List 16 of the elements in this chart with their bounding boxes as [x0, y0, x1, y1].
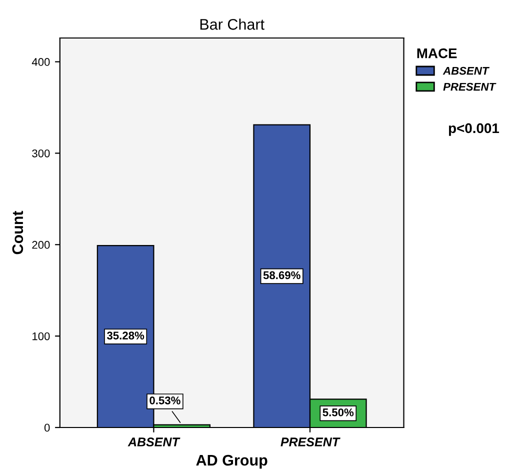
y-tick-label: 100 — [32, 332, 50, 340]
y-tick-label: 0 — [44, 424, 50, 432]
y-tick-label: 400 — [32, 58, 50, 66]
text: p<0.001 — [448, 123, 500, 136]
annotation: 5.50% — [322, 408, 354, 416]
legend-label: ABSENT — [442, 66, 490, 75]
y-axis-title: Count — [12, 210, 24, 254]
annotation: 58.69% — [263, 271, 300, 280]
y-tick-label: 200 — [32, 240, 50, 249]
annotation: 35.28% — [106, 332, 144, 340]
legend-label: PRESENT — [443, 82, 496, 91]
annotation: 0.53% — [150, 396, 180, 404]
chart-title: Bar Chart — [200, 18, 264, 30]
x-axis-title: AD Group — [196, 454, 268, 469]
legend-title: MACE — [417, 48, 457, 58]
y-tick-label: 300 — [32, 149, 50, 158]
